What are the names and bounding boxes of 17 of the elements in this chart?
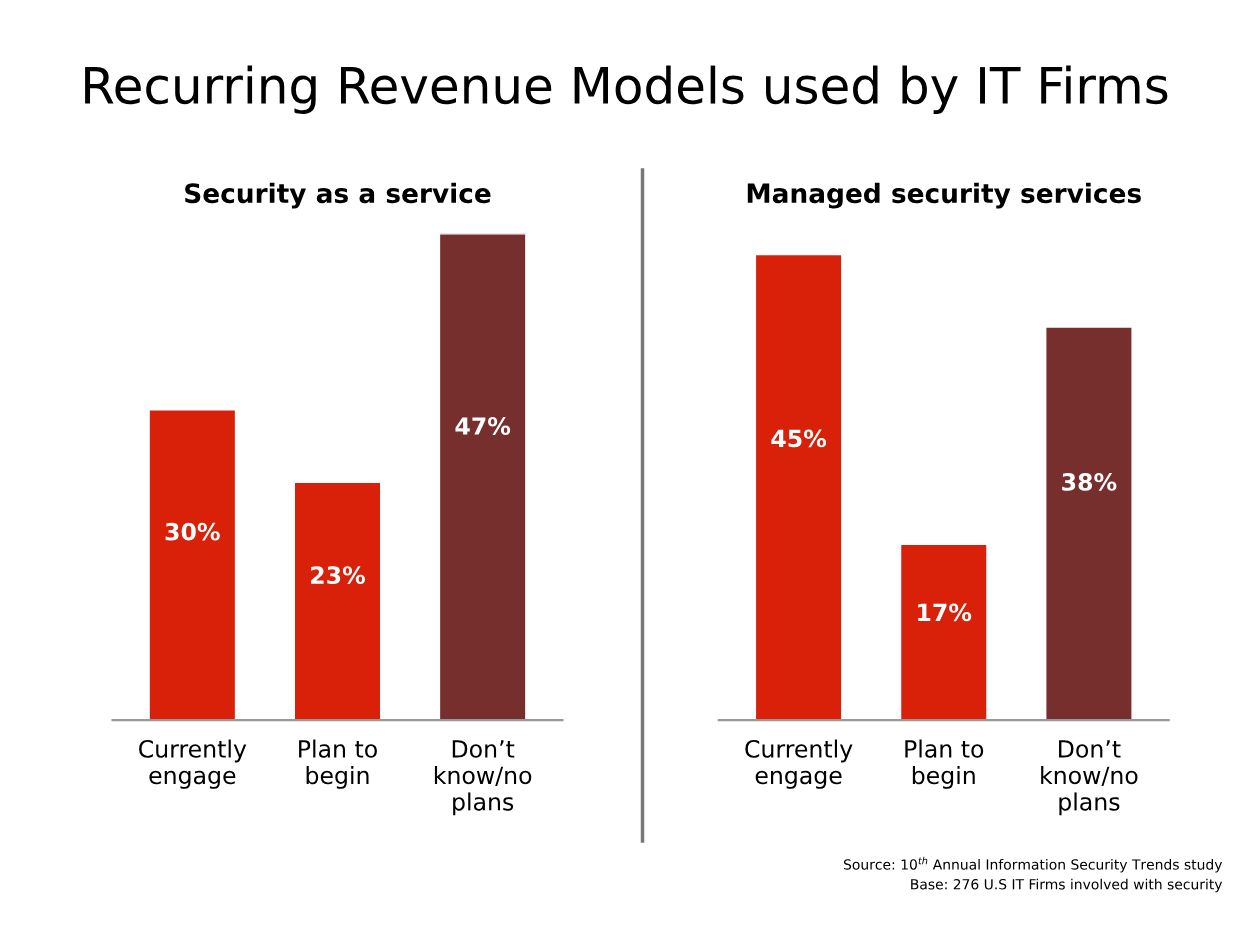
data-label: 23% [311,566,366,585]
x-tick-label: Don’t know/no plans [434,740,532,816]
chart-subtitle: Security as a service [185,182,491,209]
source-note: Source: 10$^{th}$ Annual Information Security Trends study [843,856,1223,873]
x-tick-label: Currently engage [745,739,853,789]
data-label: 47% [455,417,511,435]
x-tick-label: Currently engage [139,739,247,789]
chart-title: Recurring Revenue Models used by IT Firms [85,65,1168,114]
data-label: 30% [165,522,220,541]
data-label: 17% [918,603,972,622]
text: Base: 276 U.S IT Firms involved with security [911,878,1223,893]
chart-subtitle: Managed security services [747,182,1141,209]
x-tick-label: Don’t know/no plans [1041,740,1138,816]
x-tick-label: Plan to begin [299,739,377,789]
data-label: 45% [771,429,827,448]
data-label: 38% [1062,472,1117,491]
x-tick-label: Plan to begin [905,739,984,789]
